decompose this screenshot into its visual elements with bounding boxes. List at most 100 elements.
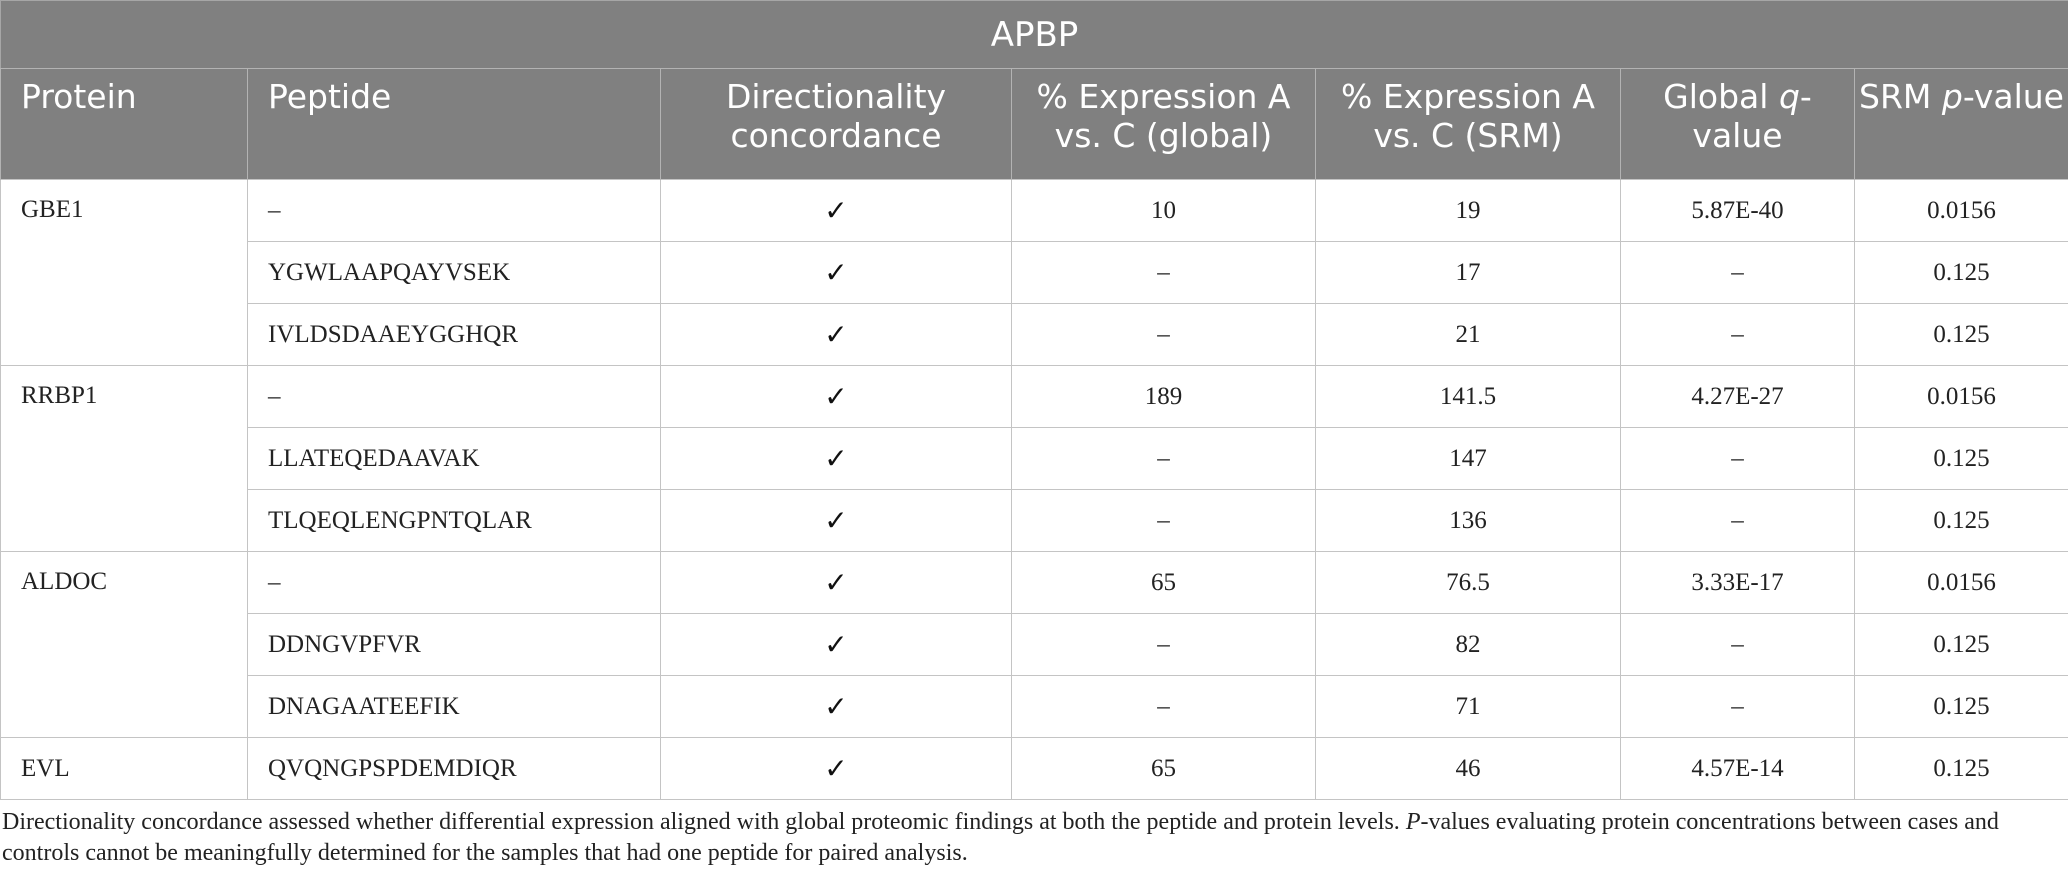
q-value-cell: – bbox=[1620, 241, 1855, 304]
p-value-cell: 0.125 bbox=[1854, 613, 2068, 676]
expression-global-cell: – bbox=[1011, 675, 1316, 738]
p-value-cell: 0.0156 bbox=[1854, 365, 2068, 428]
header-global-q-value: Global q-value bbox=[1620, 68, 1855, 180]
table-title: APBP bbox=[0, 0, 2068, 69]
table-row: EVL QVQNGPSPDEMDIQR ✓ 65 46 4.57E-14 0.1… bbox=[0, 737, 2068, 800]
expression-srm-cell: 136 bbox=[1315, 489, 1621, 552]
table-row: DDNGVPFVR ✓ – 82 – 0.125 bbox=[1, 613, 2068, 676]
q-value-cell: – bbox=[1620, 427, 1855, 490]
peptide-cell: YGWLAAPQAYVSEK bbox=[247, 241, 661, 304]
header-peptide: Peptide bbox=[247, 68, 661, 180]
header-global-q-italic: q bbox=[1778, 77, 1800, 116]
expression-global-cell: – bbox=[1011, 489, 1316, 552]
check-icon: ✓ bbox=[824, 318, 848, 351]
peptide-cell: TLQEQLENGPNTQLAR bbox=[247, 489, 661, 552]
expression-global-cell: 65 bbox=[1011, 737, 1316, 800]
q-value-cell: 3.33E-17 bbox=[1620, 551, 1855, 614]
header-directionality: Directionality concordance bbox=[660, 68, 1012, 180]
peptide-cell: DNAGAATEEFIK bbox=[247, 675, 661, 738]
p-value-cell: 0.125 bbox=[1854, 737, 2068, 800]
header-row: Protein Peptide Directionality concordan… bbox=[0, 68, 2068, 180]
expression-global-cell: 65 bbox=[1011, 551, 1316, 614]
footnote-text-2: -values evaluating protein concentration… bbox=[2, 809, 1999, 866]
expression-srm-cell: 141.5 bbox=[1315, 365, 1621, 428]
p-value-cell: 0.0156 bbox=[1854, 551, 2068, 614]
table-row: GBE1 – ✓ 10 19 5.87E-40 0.0156 bbox=[0, 179, 2068, 366]
expression-global-cell: – bbox=[1011, 427, 1316, 490]
header-global-q-prefix: Global bbox=[1663, 77, 1779, 116]
peptide-cell: – bbox=[247, 365, 661, 428]
peptide-cell: LLATEQEDAAVAK bbox=[247, 427, 661, 490]
concordance-check-icon: ✓ bbox=[660, 737, 1012, 800]
concordance-check-icon: ✓ bbox=[660, 675, 1012, 738]
header-srm-p-prefix: SRM bbox=[1859, 77, 1942, 116]
expression-srm-cell: 19 bbox=[1315, 179, 1621, 242]
check-icon: ✓ bbox=[824, 566, 848, 599]
check-icon: ✓ bbox=[824, 442, 848, 475]
expression-srm-cell: 71 bbox=[1315, 675, 1621, 738]
footnote-text-1: Directionality concordance assessed whet… bbox=[2, 809, 1406, 835]
peptide-cell: DDNGVPFVR bbox=[247, 613, 661, 676]
concordance-check-icon: ✓ bbox=[660, 241, 1012, 304]
expression-srm-cell: 21 bbox=[1315, 303, 1621, 366]
protein-cell: EVL bbox=[0, 737, 248, 800]
p-value-cell: 0.125 bbox=[1854, 489, 2068, 552]
expression-global-cell: – bbox=[1011, 303, 1316, 366]
expression-srm-cell: 147 bbox=[1315, 427, 1621, 490]
table-row: DNAGAATEEFIK ✓ – 71 – 0.125 bbox=[1, 675, 2068, 738]
q-value-cell: 4.57E-14 bbox=[1620, 737, 1855, 800]
table-row: ALDOC – ✓ 65 76.5 3.33E-17 0.0156 bbox=[0, 551, 2068, 738]
check-icon: ✓ bbox=[824, 690, 848, 723]
header-srm-p-italic: p bbox=[1941, 77, 1963, 116]
peptide-cell: IVLDSDAAEYGGHQR bbox=[247, 303, 661, 366]
table-row: TLQEQLENGPNTQLAR ✓ – 136 – 0.125 bbox=[1, 489, 2068, 552]
p-value-cell: 0.125 bbox=[1854, 427, 2068, 490]
check-icon: ✓ bbox=[824, 256, 848, 289]
protein-cell: GBE1 bbox=[0, 179, 248, 366]
header-srm-p-suffix: -value bbox=[1962, 77, 2064, 116]
table-footnote: Directionality concordance assessed whet… bbox=[2, 807, 2042, 869]
table-row: IVLDSDAAEYGGHQR ✓ – 21 – 0.125 bbox=[1, 303, 2068, 366]
expression-global-cell: 189 bbox=[1011, 365, 1316, 428]
q-value-cell: 4.27E-27 bbox=[1620, 365, 1855, 428]
check-icon: ✓ bbox=[824, 504, 848, 537]
table-row: LLATEQEDAAVAK ✓ – 147 – 0.125 bbox=[1, 427, 2068, 490]
concordance-check-icon: ✓ bbox=[660, 489, 1012, 552]
header-expression-srm: % Expression A vs. C (SRM) bbox=[1315, 68, 1621, 180]
expression-srm-cell: 76.5 bbox=[1315, 551, 1621, 614]
q-value-cell: 5.87E-40 bbox=[1620, 179, 1855, 242]
results-table: APBP Protein Peptide Directionality conc… bbox=[0, 0, 2068, 800]
expression-srm-cell: 46 bbox=[1315, 737, 1621, 800]
expression-srm-cell: 82 bbox=[1315, 613, 1621, 676]
expression-global-cell: – bbox=[1011, 613, 1316, 676]
header-global-q-suffix: -value bbox=[1692, 77, 1812, 155]
expression-global-cell: 10 bbox=[1011, 179, 1316, 242]
q-value-cell: – bbox=[1620, 675, 1855, 738]
peptide-cell: – bbox=[247, 551, 661, 614]
table-row: YGWLAAPQAYVSEK ✓ – 17 – 0.125 bbox=[1, 241, 2068, 304]
concordance-check-icon: ✓ bbox=[660, 427, 1012, 490]
protein-cell: ALDOC bbox=[0, 551, 248, 738]
header-expression-global: % Expression A vs. C (global) bbox=[1011, 68, 1316, 180]
q-value-cell: – bbox=[1620, 613, 1855, 676]
concordance-check-icon: ✓ bbox=[660, 551, 1012, 614]
header-protein: Protein bbox=[0, 68, 248, 180]
p-value-cell: 0.125 bbox=[1854, 675, 2068, 738]
concordance-check-icon: ✓ bbox=[660, 179, 1012, 242]
check-icon: ✓ bbox=[824, 752, 848, 785]
p-value-cell: 0.0156 bbox=[1854, 179, 2068, 242]
p-value-cell: 0.125 bbox=[1854, 303, 2068, 366]
concordance-check-icon: ✓ bbox=[660, 303, 1012, 366]
q-value-cell: – bbox=[1620, 303, 1855, 366]
q-value-cell: – bbox=[1620, 489, 1855, 552]
peptide-cell: – bbox=[247, 179, 661, 242]
expression-global-cell: – bbox=[1011, 241, 1316, 304]
footnote-p-italic: P bbox=[1405, 809, 1421, 835]
check-icon: ✓ bbox=[824, 194, 848, 227]
check-icon: ✓ bbox=[824, 380, 848, 413]
concordance-check-icon: ✓ bbox=[660, 365, 1012, 428]
protein-cell: RRBP1 bbox=[0, 365, 248, 552]
check-icon: ✓ bbox=[824, 628, 848, 661]
header-srm-p-value: SRM p-value bbox=[1854, 68, 2068, 180]
expression-srm-cell: 17 bbox=[1315, 241, 1621, 304]
